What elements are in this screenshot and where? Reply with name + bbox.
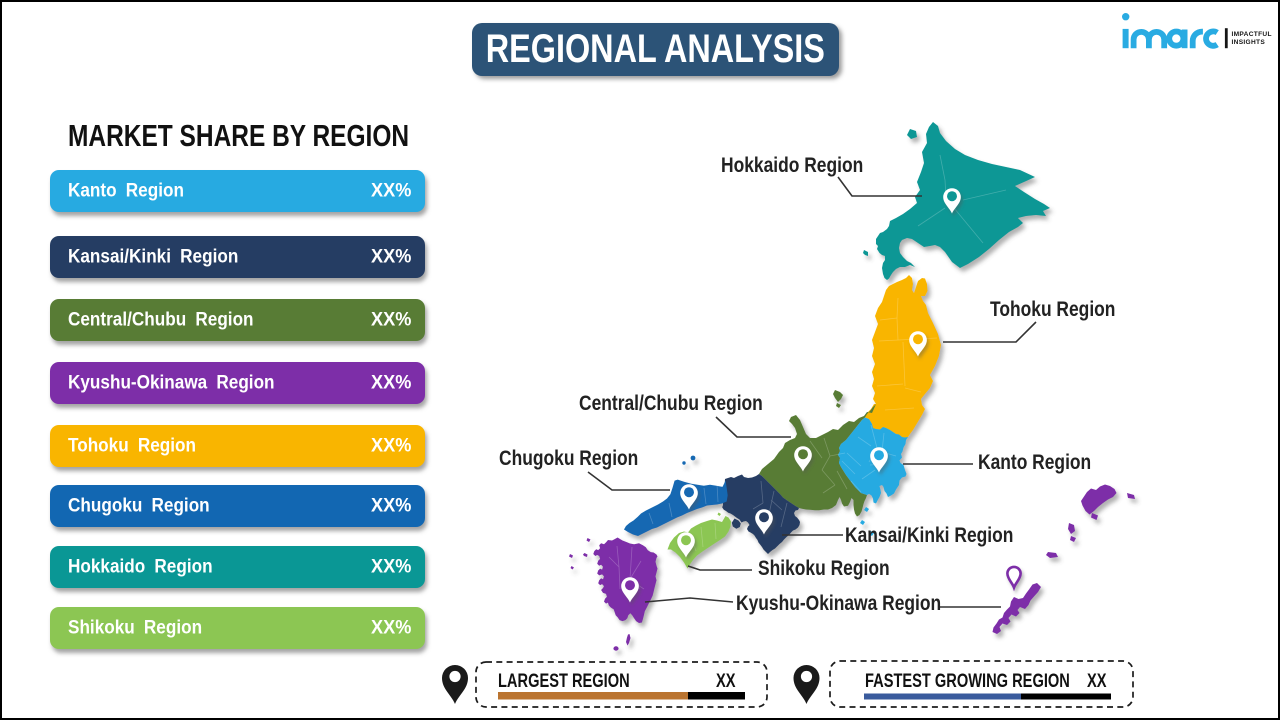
svg-text:INSIGHTS: INSIGHTS	[1232, 39, 1266, 46]
svg-text:IMPACTFUL: IMPACTFUL	[1232, 31, 1272, 38]
